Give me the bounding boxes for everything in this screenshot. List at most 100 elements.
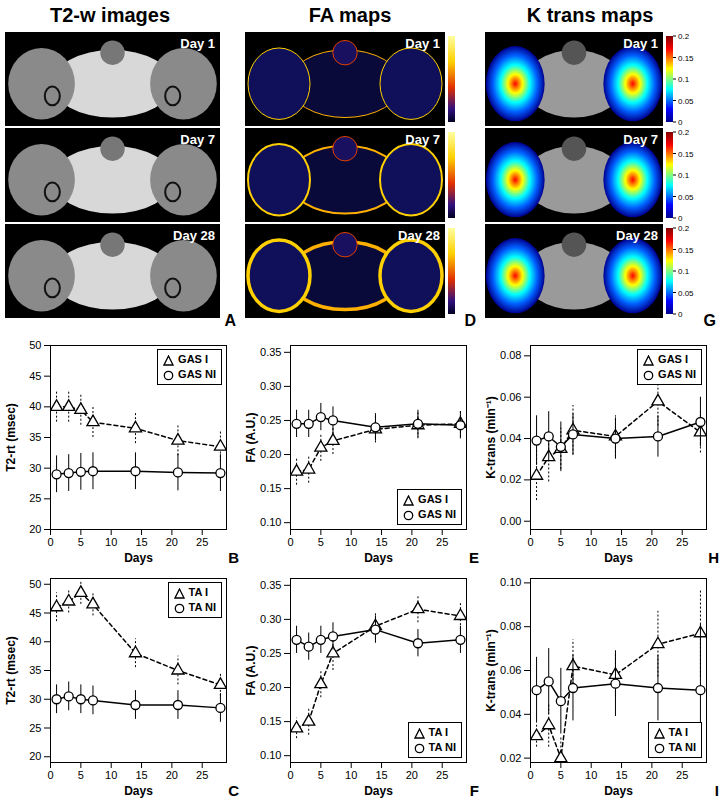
svg-text:Day 28: Day 28 xyxy=(616,228,658,243)
svg-text:25: 25 xyxy=(29,722,41,734)
svg-text:0.2: 0.2 xyxy=(678,224,690,233)
svg-text:Day 7: Day 7 xyxy=(180,132,215,147)
svg-text:Day 7: Day 7 xyxy=(623,132,658,147)
svg-text:0.25: 0.25 xyxy=(260,414,281,426)
svg-text:0.02: 0.02 xyxy=(500,752,521,764)
svg-text:0.10: 0.10 xyxy=(260,749,281,761)
svg-text:5: 5 xyxy=(558,536,564,548)
svg-text:0: 0 xyxy=(527,769,533,781)
svg-text:0: 0 xyxy=(47,769,53,781)
svg-text:25: 25 xyxy=(676,536,688,548)
svg-text:Day 28: Day 28 xyxy=(398,228,440,243)
svg-text:0.1: 0.1 xyxy=(678,267,690,276)
svg-text:0.30: 0.30 xyxy=(260,613,281,625)
svg-text:Day 28: Day 28 xyxy=(173,228,215,243)
svg-text:5: 5 xyxy=(318,769,324,781)
svg-text:50: 50 xyxy=(29,578,41,590)
svg-text:0.15: 0.15 xyxy=(260,715,281,727)
svg-text:0.10: 0.10 xyxy=(500,576,521,588)
svg-text:15: 15 xyxy=(135,769,147,781)
svg-text:D: D xyxy=(464,312,476,329)
svg-text:0: 0 xyxy=(47,536,53,548)
svg-text:25: 25 xyxy=(196,769,208,781)
svg-text:K-trans (min⁻¹): K-trans (min⁻¹) xyxy=(484,396,498,479)
svg-text:25: 25 xyxy=(29,492,41,504)
svg-text:Days: Days xyxy=(364,784,393,798)
svg-text:0.04: 0.04 xyxy=(500,708,521,720)
svg-text:0.05: 0.05 xyxy=(678,289,694,298)
svg-text:0.20: 0.20 xyxy=(260,681,281,693)
svg-text:45: 45 xyxy=(29,607,41,619)
svg-text:Day 1: Day 1 xyxy=(623,36,658,51)
svg-text:10: 10 xyxy=(345,536,357,548)
svg-text:Day 7: Day 7 xyxy=(405,132,440,147)
svg-text:0.15: 0.15 xyxy=(678,54,694,63)
svg-text:0.2: 0.2 xyxy=(678,128,690,137)
svg-text:20: 20 xyxy=(166,536,178,548)
svg-text:0.15: 0.15 xyxy=(260,482,281,494)
svg-text:25: 25 xyxy=(436,536,448,548)
svg-text:FA maps: FA maps xyxy=(309,4,392,26)
svg-text:Day 1: Day 1 xyxy=(405,36,440,51)
svg-text:T2-w images: T2-w images xyxy=(50,4,170,26)
svg-text:0.02: 0.02 xyxy=(500,473,521,485)
svg-text:10: 10 xyxy=(105,536,117,548)
svg-text:Days: Days xyxy=(604,551,633,565)
svg-text:20: 20 xyxy=(29,750,41,762)
svg-text:25: 25 xyxy=(676,769,688,781)
svg-text:20: 20 xyxy=(646,769,658,781)
svg-text:10: 10 xyxy=(345,769,357,781)
svg-text:A: A xyxy=(224,312,236,329)
svg-text:T2-rt (msec): T2-rt (msec) xyxy=(4,636,18,705)
svg-text:0.08: 0.08 xyxy=(500,349,521,361)
svg-text:G: G xyxy=(704,312,716,329)
svg-text:0.25: 0.25 xyxy=(260,647,281,659)
svg-text:5: 5 xyxy=(318,536,324,548)
svg-text:0.35: 0.35 xyxy=(260,346,281,358)
svg-text:0.06: 0.06 xyxy=(500,391,521,403)
svg-text:0.04: 0.04 xyxy=(500,432,521,444)
svg-text:30: 30 xyxy=(29,462,41,474)
svg-text:0: 0 xyxy=(527,536,533,548)
svg-text:0.20: 0.20 xyxy=(260,448,281,460)
svg-text:0.30: 0.30 xyxy=(260,380,281,392)
svg-text:0.1: 0.1 xyxy=(678,171,690,180)
svg-text:FA (A.U.): FA (A.U.) xyxy=(244,645,258,695)
svg-text:Days: Days xyxy=(124,784,153,798)
svg-text:0.15: 0.15 xyxy=(678,246,694,255)
svg-text:0: 0 xyxy=(678,118,683,127)
svg-text:15: 15 xyxy=(615,536,627,548)
svg-text:0: 0 xyxy=(287,769,293,781)
svg-text:0.2: 0.2 xyxy=(678,32,690,41)
svg-text:5: 5 xyxy=(78,769,84,781)
svg-text:K-trans (min⁻¹): K-trans (min⁻¹) xyxy=(484,629,498,712)
svg-text:20: 20 xyxy=(406,536,418,548)
svg-text:20: 20 xyxy=(29,523,41,535)
svg-text:15: 15 xyxy=(615,769,627,781)
svg-text:50: 50 xyxy=(29,339,41,351)
svg-text:5: 5 xyxy=(78,536,84,548)
svg-text:5: 5 xyxy=(558,769,564,781)
svg-text:40: 40 xyxy=(29,400,41,412)
svg-text:K trans maps: K trans maps xyxy=(527,4,654,26)
svg-text:15: 15 xyxy=(375,536,387,548)
svg-text:25: 25 xyxy=(436,769,448,781)
svg-text:20: 20 xyxy=(406,769,418,781)
svg-text:0.05: 0.05 xyxy=(678,193,694,202)
svg-text:25: 25 xyxy=(196,536,208,548)
svg-text:FA (A.U.): FA (A.U.) xyxy=(244,412,258,462)
svg-text:Days: Days xyxy=(124,551,153,565)
svg-text:0: 0 xyxy=(678,214,683,223)
svg-text:0.00: 0.00 xyxy=(500,515,521,527)
svg-text:15: 15 xyxy=(375,769,387,781)
svg-text:35: 35 xyxy=(29,664,41,676)
svg-text:Day 1: Day 1 xyxy=(180,36,215,51)
svg-text:Days: Days xyxy=(364,551,393,565)
svg-text:0.35: 0.35 xyxy=(260,579,281,591)
svg-text:Days: Days xyxy=(604,784,633,798)
svg-text:T2-rt (msec): T2-rt (msec) xyxy=(4,403,18,472)
svg-text:0.10: 0.10 xyxy=(260,516,281,528)
svg-text:30: 30 xyxy=(29,693,41,705)
svg-text:45: 45 xyxy=(29,370,41,382)
svg-text:20: 20 xyxy=(646,536,658,548)
